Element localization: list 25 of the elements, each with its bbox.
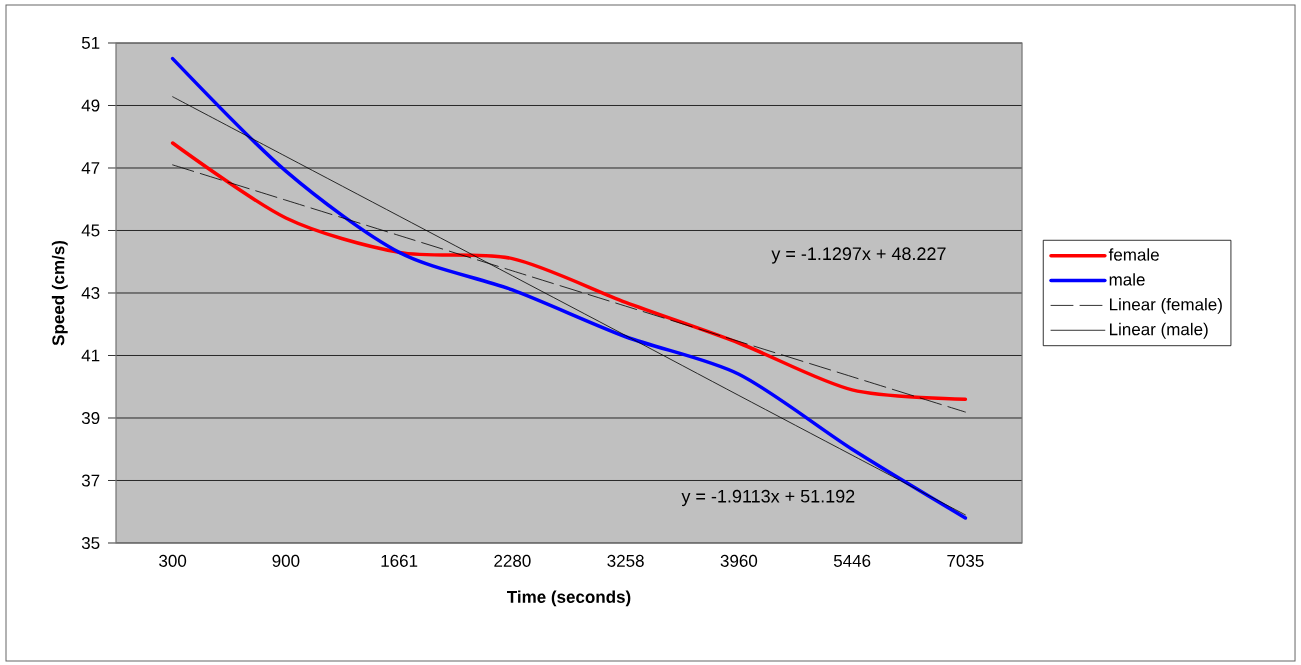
- x-tick-label: 2280: [494, 554, 531, 567]
- y-tick-label: 37: [81, 474, 100, 487]
- y-tick-label: 45: [81, 224, 100, 237]
- legend-label: female: [1108, 248, 1159, 261]
- x-tick-label: 900: [272, 554, 300, 567]
- x-axis-title: Time (seconds): [507, 590, 631, 607]
- x-tick-label: 3258: [607, 554, 644, 567]
- annotation: y = -1.9113x + 51.192: [681, 489, 855, 507]
- x-tick-label: 7035: [947, 554, 984, 567]
- y-tick-label: 49: [81, 99, 100, 112]
- y-axis-title: Speed (cm/s): [51, 240, 68, 346]
- y-tick-label: 51: [81, 37, 100, 49]
- x-tick-label: 3960: [720, 554, 758, 567]
- legend-label: male: [1109, 273, 1145, 286]
- annotation: y = -1.1297x + 48.227: [771, 247, 946, 264]
- y-tick-label: 39: [81, 411, 100, 425]
- y-tick-label: 43: [81, 286, 100, 300]
- x-tick-label: 1661: [381, 554, 418, 567]
- y-tick-label: 35: [81, 536, 100, 550]
- x-tick-label: 5446: [833, 554, 871, 567]
- legend-label: Linear (male): [1109, 322, 1208, 339]
- legend-label: Linear (female): [1109, 297, 1222, 314]
- y-tick-label: 41: [81, 349, 100, 362]
- y-tick-label: 47: [81, 162, 100, 174]
- x-tick-label: 300: [159, 554, 187, 567]
